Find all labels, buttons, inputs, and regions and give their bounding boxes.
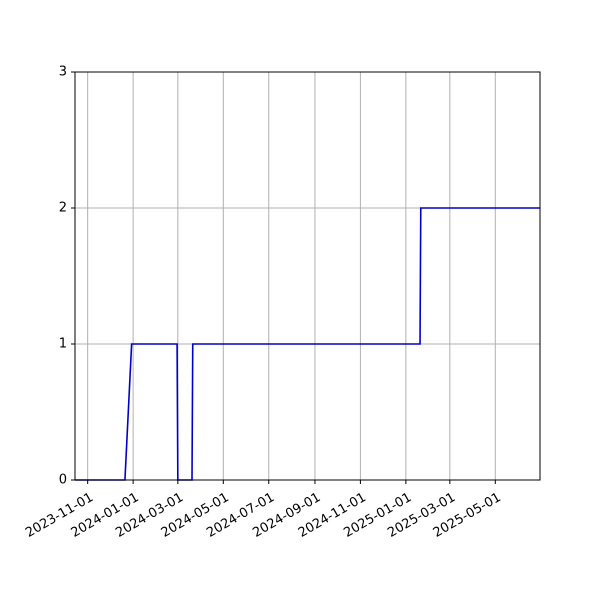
y-tick-label: 0 (59, 473, 67, 488)
plot-background (75, 72, 540, 480)
y-tick-label: 1 (59, 337, 67, 352)
axes-frame (74, 71, 541, 481)
y-tick-label: 2 (59, 201, 67, 216)
y-tick-label: 3 (59, 65, 67, 80)
